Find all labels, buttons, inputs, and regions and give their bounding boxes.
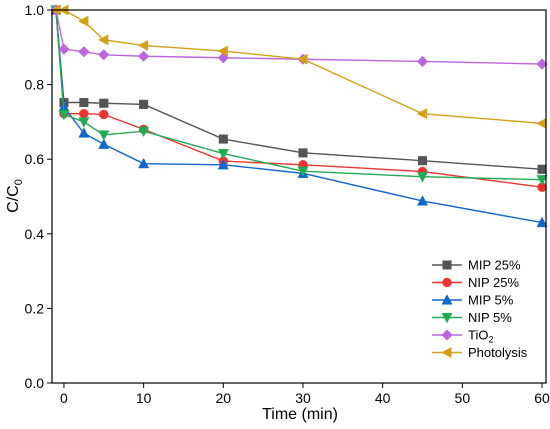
legend-label: TiO2 bbox=[468, 328, 493, 345]
legend-label-text: Photolysis bbox=[468, 345, 528, 360]
x-tick-label: 50 bbox=[455, 390, 471, 406]
data-point bbox=[218, 134, 228, 144]
data-point bbox=[79, 108, 89, 119]
legend-item: MIP 5% bbox=[432, 293, 514, 308]
data-point bbox=[217, 45, 228, 57]
y-tick-label: 0.6 bbox=[25, 151, 45, 167]
data-point bbox=[536, 216, 548, 228]
data-point bbox=[217, 149, 229, 160]
x-tick-label: 30 bbox=[295, 390, 311, 406]
x-tick-label: 10 bbox=[136, 390, 152, 406]
legend-item: TiO2 bbox=[432, 328, 493, 345]
data-point bbox=[99, 109, 109, 120]
series-5 bbox=[50, 4, 547, 129]
data-point bbox=[297, 166, 309, 177]
data-point bbox=[78, 15, 89, 27]
legend-marker bbox=[442, 277, 452, 288]
legend-label: NIP 25% bbox=[468, 275, 520, 290]
data-point bbox=[297, 53, 308, 65]
data-point bbox=[298, 148, 308, 158]
legend-label: Photolysis bbox=[468, 345, 528, 360]
legend-label-text: MIP 5% bbox=[468, 293, 514, 308]
data-point bbox=[97, 34, 109, 46]
data-point bbox=[217, 158, 229, 170]
legend-label: NIP 5% bbox=[468, 310, 512, 325]
y-tick-label: 0.4 bbox=[25, 226, 45, 242]
legend-item: MIP 25% bbox=[432, 258, 521, 273]
x-tick-label: 0 bbox=[60, 390, 68, 406]
y-axis-title-subscript: 0 bbox=[13, 179, 25, 185]
series-line bbox=[55, 9, 543, 65]
data-point bbox=[139, 99, 149, 109]
legend-label-text: MIP 25% bbox=[468, 258, 521, 273]
legend-marker bbox=[441, 312, 453, 324]
data-point bbox=[58, 43, 70, 55]
data-point bbox=[99, 98, 109, 108]
series-4 bbox=[50, 4, 548, 70]
series-3 bbox=[50, 5, 548, 186]
data-point bbox=[536, 175, 548, 186]
legend-label-text: NIP 25% bbox=[468, 275, 520, 290]
legend-label-subscript: 2 bbox=[488, 335, 493, 345]
data-point bbox=[416, 108, 428, 120]
legend-label: MIP 5% bbox=[468, 293, 514, 308]
data-point bbox=[78, 46, 90, 58]
data-point bbox=[536, 117, 547, 129]
data-point bbox=[98, 130, 110, 141]
y-tick-label: 0.0 bbox=[25, 375, 45, 391]
x-tick-label: 40 bbox=[375, 390, 391, 406]
data-point bbox=[98, 49, 110, 61]
legend-item: Photolysis bbox=[432, 345, 528, 360]
series-layer bbox=[50, 4, 548, 228]
data-point bbox=[416, 172, 429, 183]
x-tick-label: 20 bbox=[216, 390, 232, 406]
data-point bbox=[78, 117, 90, 128]
legend-label-text: TiO bbox=[468, 328, 488, 343]
plot-frame bbox=[51, 9, 547, 384]
legend-marker bbox=[442, 260, 452, 270]
series-2 bbox=[50, 4, 548, 228]
series-line bbox=[55, 9, 543, 170]
data-point bbox=[79, 97, 89, 108]
data-point bbox=[416, 195, 429, 206]
y-tick-label: 1.0 bbox=[25, 2, 45, 18]
data-point bbox=[138, 126, 150, 138]
series-line bbox=[55, 9, 543, 125]
data-point bbox=[138, 157, 150, 169]
legend-marker bbox=[441, 329, 453, 341]
series-line bbox=[55, 9, 543, 224]
y-axis-title: C/C0 bbox=[5, 179, 25, 213]
data-point bbox=[417, 156, 428, 166]
data-point bbox=[537, 164, 547, 174]
series-line bbox=[55, 9, 543, 188]
data-point bbox=[137, 39, 149, 51]
legend-item: NIP 25% bbox=[432, 275, 520, 290]
data-point bbox=[98, 138, 110, 149]
y-tick-label: 0.8 bbox=[25, 77, 45, 93]
x-tick-label: 60 bbox=[534, 390, 550, 406]
series-0 bbox=[51, 5, 547, 174]
data-point bbox=[137, 50, 150, 62]
y-tick-label: 0.2 bbox=[25, 300, 45, 316]
legend-item: NIP 5% bbox=[432, 310, 512, 325]
legend-label: MIP 25% bbox=[468, 258, 521, 273]
axes: 0 10 20 30 40 50 60 0.0 0.2 0.4 0.6 0.8 1.0 bbox=[25, 2, 550, 406]
data-point bbox=[416, 55, 429, 68]
x-axis-title: Time (min) bbox=[262, 406, 338, 423]
legend-label-text: NIP 5% bbox=[468, 310, 512, 325]
data-point bbox=[78, 127, 90, 138]
legend-marker bbox=[441, 294, 453, 305]
data-point bbox=[58, 109, 70, 121]
y-axis-title-main: C/C bbox=[5, 185, 22, 213]
legend-marker bbox=[441, 346, 452, 359]
